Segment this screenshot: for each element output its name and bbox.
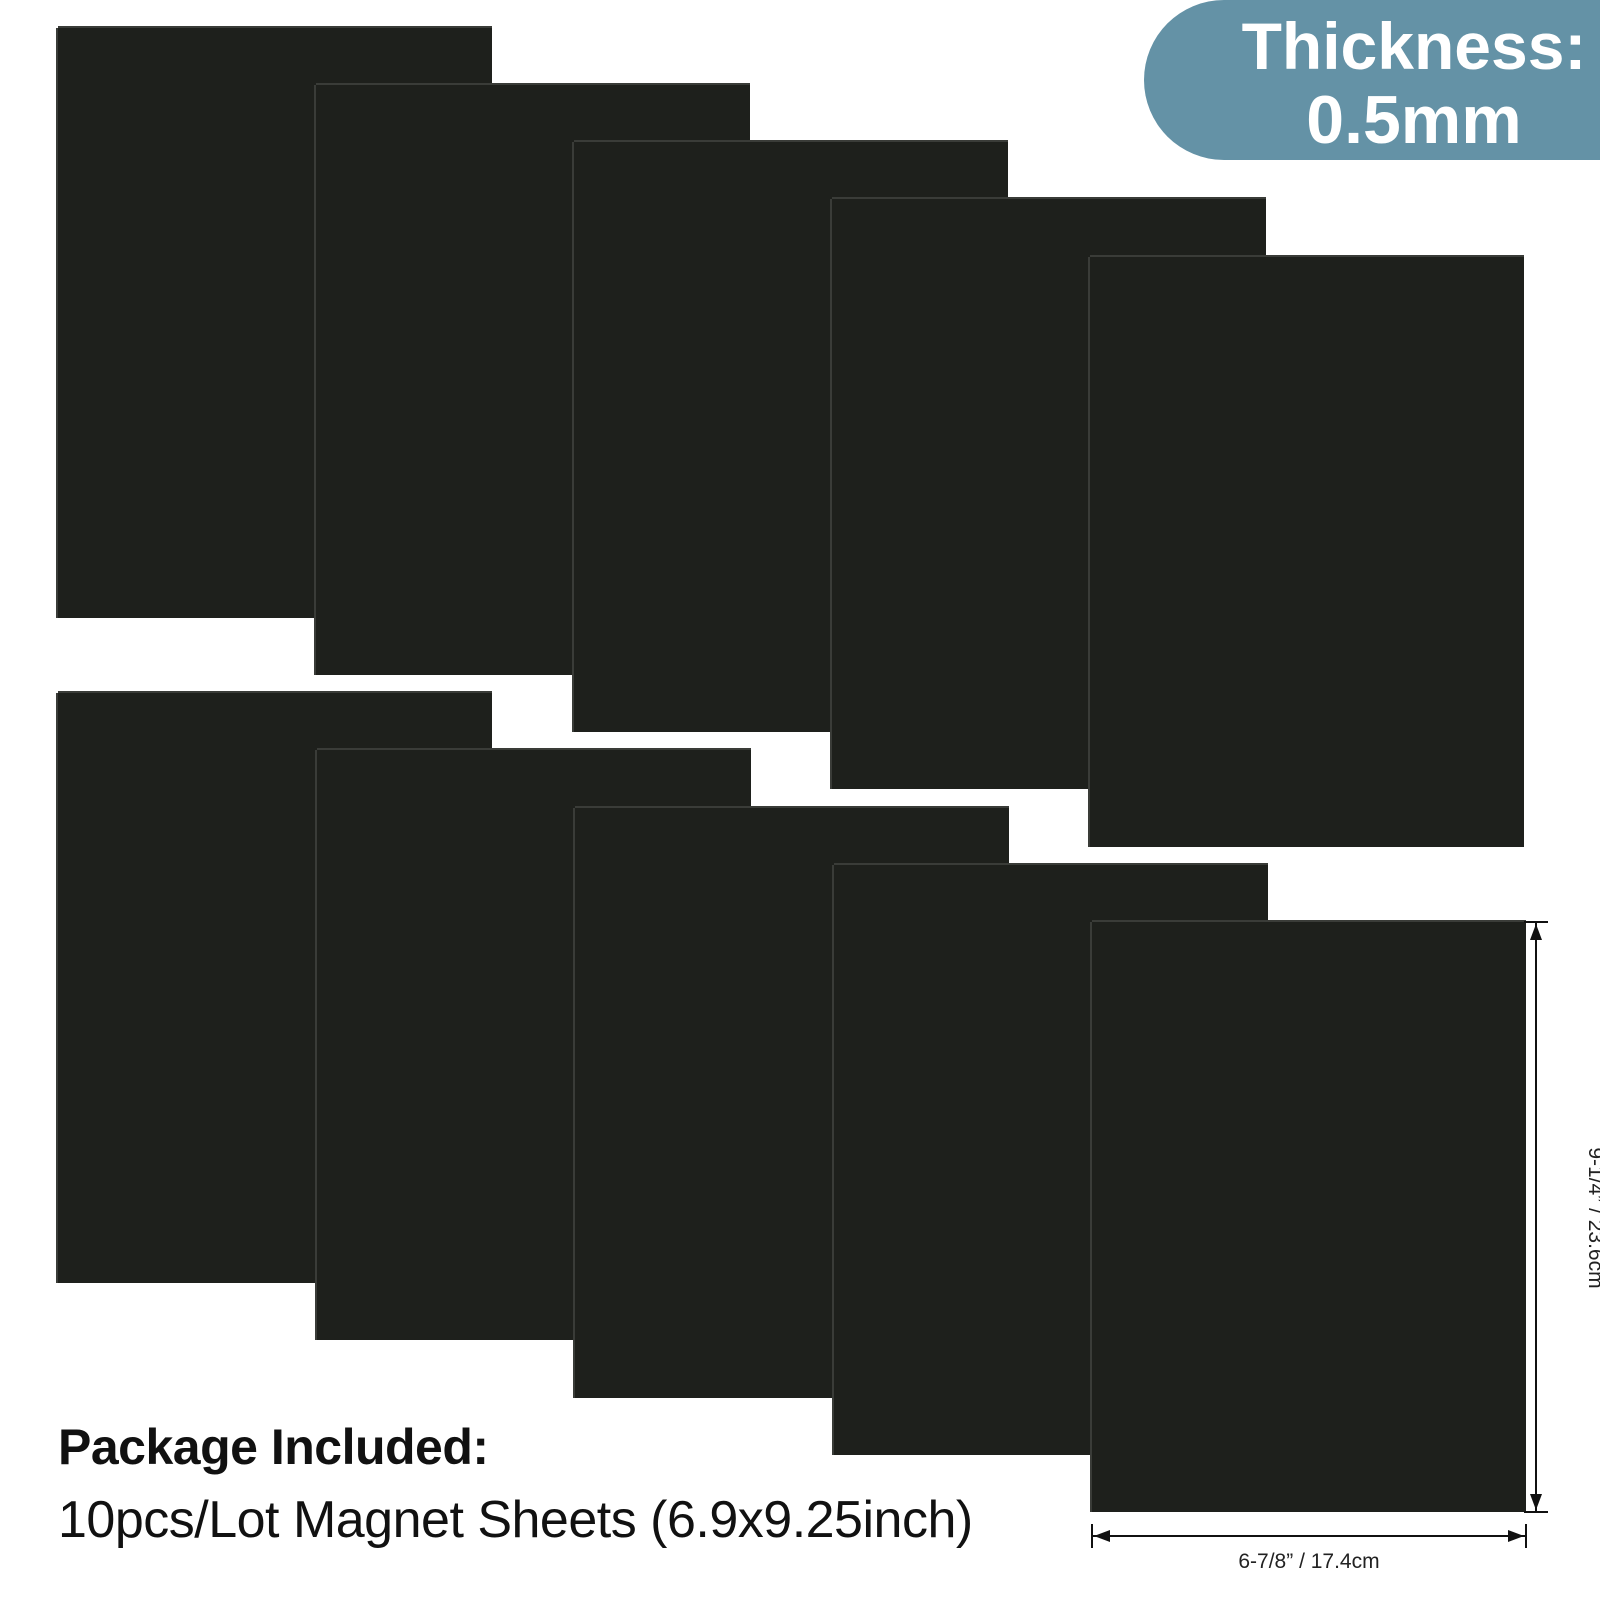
package-description: 10pcs/Lot Magnet Sheets (6.9x9.25inch)	[58, 1491, 973, 1549]
arrow-down-icon	[1530, 1494, 1542, 1510]
arrow-left-icon	[1094, 1530, 1110, 1542]
arrow-up-icon	[1530, 924, 1542, 940]
width-label: 6-7/8” / 17.4cm	[1238, 1550, 1380, 1573]
magnet-sheet	[1090, 257, 1524, 847]
thickness-label: Thickness:	[1241, 9, 1587, 83]
arrow-right-icon	[1508, 1530, 1524, 1542]
thickness-value: 0.5mm	[1306, 82, 1522, 158]
magnet-sheet	[1092, 922, 1526, 1512]
package-title: Package Included:	[58, 1419, 489, 1475]
thickness-badge: Thickness: 0.5mm	[1144, 0, 1600, 160]
height-label: 9-1/4” / 23.6cm	[1584, 1147, 1600, 1289]
